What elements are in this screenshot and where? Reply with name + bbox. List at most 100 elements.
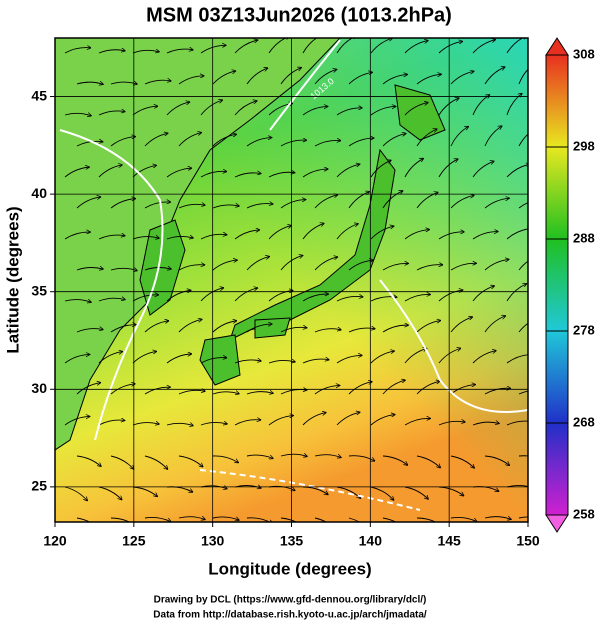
streamline [132, 50, 159, 54]
honshu [229, 148, 396, 341]
streamline [348, 328, 375, 333]
streamline [348, 382, 372, 395]
streamline [370, 106, 396, 116]
streamline [246, 454, 273, 458]
streamline [144, 133, 168, 147]
y-tick-label: 40 [31, 185, 47, 201]
streamline [166, 168, 191, 178]
streamline [348, 260, 373, 271]
streamline [98, 50, 125, 54]
streamline [404, 41, 428, 54]
streamline [370, 351, 394, 364]
streamline [336, 164, 360, 178]
streamline [178, 133, 201, 147]
streamline [518, 133, 528, 147]
streamline [382, 263, 408, 271]
streamline [438, 98, 459, 116]
streamline [246, 257, 269, 271]
streamline [280, 327, 307, 333]
x-tick-label: 125 [122, 533, 146, 549]
title: MSM 03Z13Jun2026 (1013.2hPa) [146, 4, 452, 26]
streamline [506, 354, 528, 364]
streamline [212, 71, 235, 85]
streamline [212, 205, 239, 209]
streamline [382, 134, 406, 147]
streamline [178, 517, 205, 520]
streamline [348, 455, 375, 461]
streamline [382, 74, 407, 85]
x-tick-label: 150 [516, 533, 540, 549]
streamline [382, 325, 408, 333]
streamline [76, 517, 91, 522]
streamline [64, 486, 87, 501]
streamline [484, 198, 509, 209]
streamline [144, 387, 170, 395]
streamline [348, 517, 361, 522]
streamline [98, 352, 122, 364]
streamline [472, 351, 496, 364]
streamline [506, 228, 528, 240]
streamline [416, 321, 440, 333]
streamline [98, 111, 125, 116]
streamline [450, 455, 474, 468]
streamline [404, 294, 430, 302]
streamline [234, 40, 258, 54]
streamline [110, 268, 137, 270]
streamline [110, 137, 135, 147]
streamline [450, 195, 474, 209]
isobar [59, 129, 164, 441]
streamline [370, 486, 394, 500]
colorbar-tick-label: 298 [573, 138, 595, 153]
streamline [166, 354, 191, 364]
streamline [404, 230, 429, 240]
hokkaido [394, 84, 446, 141]
streamline [144, 202, 170, 209]
streamline [370, 226, 394, 240]
streamline [132, 237, 159, 239]
streamline [314, 517, 327, 522]
streamline [234, 173, 261, 178]
streamline [280, 517, 298, 522]
streamline [280, 68, 301, 85]
streamline [302, 294, 328, 302]
streamline [98, 486, 122, 500]
streamline [76, 197, 101, 209]
streamline [110, 517, 136, 522]
streamline [64, 354, 90, 364]
streamline [518, 455, 528, 457]
streamline [178, 319, 202, 333]
streamline [404, 159, 423, 178]
streamline [484, 316, 505, 333]
streamline [64, 167, 89, 178]
credit-line: Data from http://database.rish.kyoto-u.a… [153, 610, 427, 621]
streamline [110, 199, 135, 209]
streamline [314, 140, 340, 147]
shikoku [254, 317, 291, 339]
streamline [132, 165, 156, 178]
streamline [200, 358, 226, 364]
streamline [212, 392, 239, 394]
streamline [280, 200, 306, 209]
x-tick-label: 140 [359, 533, 383, 549]
y-tick-label: 45 [31, 87, 47, 103]
streamline [268, 290, 293, 302]
streamline [212, 134, 236, 147]
streamline [416, 381, 440, 395]
streamline [314, 69, 337, 85]
x-tick-label: 145 [437, 533, 461, 549]
streamline [302, 413, 326, 426]
streamline [212, 516, 239, 520]
streamline [484, 517, 511, 520]
streamline [382, 455, 407, 465]
streamline [246, 68, 268, 85]
streamline [268, 226, 291, 240]
streamline [348, 192, 369, 209]
colorbar-bottom-arrow [545, 514, 569, 533]
streamline [438, 41, 462, 54]
streamline [438, 348, 460, 364]
streamline [370, 297, 397, 302]
streamline [416, 74, 441, 85]
streamline [166, 236, 193, 239]
streamline [246, 517, 272, 522]
streamline [370, 38, 392, 54]
